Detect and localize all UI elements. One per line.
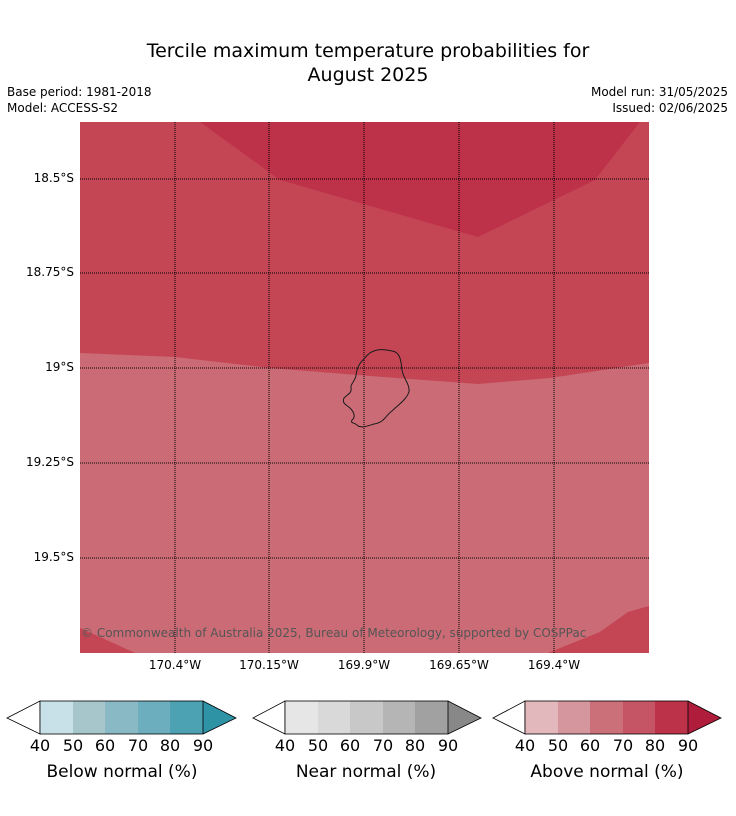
model-run: Model run: 31/05/2025	[590, 85, 728, 99]
legend-below-tick-50: 50	[62, 736, 84, 755]
legend-near-tick-70: 70	[372, 736, 394, 755]
legend-above-tick-50: 50	[547, 736, 569, 755]
legend-near-swatch-2	[318, 701, 350, 734]
legend-above-swatch-1	[525, 701, 558, 734]
legend-above-arrow-frame	[687, 700, 722, 735]
legend-above-swatch-3	[590, 701, 623, 734]
legend-above-high-arrow	[688, 701, 721, 734]
lon-label-169-4: 169.4°W	[527, 658, 581, 672]
lon-label-170-15: 170.15°W	[239, 658, 299, 672]
model-name: Model: ACCESS-S2	[7, 101, 119, 115]
legend-below-frame	[39, 700, 204, 735]
legend-below-swatch-1	[40, 701, 73, 734]
legend-below-normal: 40 50 60 70 80 90 Below normal (%)	[6, 700, 238, 782]
legend-below-swatch-4	[138, 701, 170, 734]
lon-label-169-65: 169.65°W	[429, 658, 489, 672]
legend-above-tick-60: 60	[579, 736, 601, 755]
map-title: Tercile maximum temperature probabilitie…	[0, 39, 736, 87]
legend-bar-near	[252, 700, 482, 735]
legend-below-tick-90: 90	[192, 736, 214, 755]
lon-label-170-4: 170.4°W	[148, 658, 202, 672]
legend-near-tick-80: 80	[404, 736, 426, 755]
legend-bar-above	[492, 700, 722, 735]
legend-near-swatch-5	[415, 701, 448, 734]
copyright-text: © Commonwealth of Australia 2025, Bureau…	[81, 626, 587, 640]
legend-below-tick-70: 70	[127, 736, 149, 755]
map-canvas	[80, 122, 649, 653]
legend-near-frame	[284, 700, 449, 735]
lat-label-19-5: 19.5°S	[33, 550, 74, 564]
legend-above-title: Above normal (%)	[530, 762, 684, 782]
legend-below-swatch-2	[73, 701, 105, 734]
legend-bar-below	[6, 700, 237, 735]
legend-below-swatch-5	[170, 701, 203, 734]
legend-below-tick-60: 60	[94, 736, 116, 755]
graticule	[80, 122, 649, 653]
meta-left: Base period: 1981-2018 Model: ACCESS-S2	[7, 84, 152, 116]
legend-below-title: Below normal (%)	[46, 762, 198, 782]
meta-right: Model run: 31/05/2025 Issued: 02/06/2025	[591, 84, 728, 116]
lat-label-19-25: 19.25°S	[26, 455, 74, 469]
map-area[interactable]: © Commonwealth of Australia 2025, Bureau…	[80, 122, 649, 653]
legend-near-tick-40: 40	[274, 736, 296, 755]
legend-above-normal: 40 50 60 70 80 90 Above normal (%)	[492, 700, 724, 782]
legend-near-arrow-frame	[447, 700, 482, 735]
legend-near-swatch-3	[350, 701, 383, 734]
legend-below-swatch-3	[105, 701, 138, 734]
legend-near-low-arrow	[252, 700, 286, 735]
zone-above-70-80-corner-left	[80, 628, 135, 653]
title-line-1: Tercile maximum temperature probabilitie…	[146, 40, 590, 62]
legend-above-tick-80: 80	[644, 736, 666, 755]
title-line-2: August 2025	[307, 64, 429, 86]
lat-label-18-5: 18.5°S	[33, 171, 74, 185]
legend-near-swatch-1	[285, 701, 318, 734]
legend-above-swatch-5	[655, 701, 688, 734]
legend-above-tick-90: 90	[677, 736, 699, 755]
base-period: Base period: 1981-2018	[7, 85, 152, 99]
legend-near-normal: 40 50 60 70 80 90 Near normal (%)	[252, 700, 484, 782]
lat-label-18-75: 18.75°S	[26, 265, 74, 279]
lat-label-19: 19°S	[45, 360, 74, 374]
legend-near-swatch-4	[383, 701, 415, 734]
legend-near-tick-50: 50	[307, 736, 329, 755]
legend-above-swatch-4	[623, 701, 655, 734]
legend-above-swatch-2	[558, 701, 590, 734]
legend-above-frame	[524, 700, 689, 735]
legend-below-arrow-frame	[202, 700, 237, 735]
legend-above-tick-40: 40	[514, 736, 536, 755]
legend-near-tick-60: 60	[339, 736, 361, 755]
island-outline	[342, 349, 410, 428]
legend-near-title: Near normal (%)	[295, 762, 437, 782]
legend-below-tick-80: 80	[159, 736, 181, 755]
lon-label-169-9: 169.9°W	[337, 658, 391, 672]
issued-date: Issued: 02/06/2025	[612, 101, 728, 115]
legend-above-tick-70: 70	[612, 736, 634, 755]
legend-below-tick-40: 40	[29, 736, 51, 755]
legend-above-low-arrow	[492, 700, 526, 735]
legend-near-tick-90: 90	[437, 736, 459, 755]
legend-below-low-arrow	[6, 700, 41, 735]
legend-near-high-arrow	[448, 701, 481, 734]
zone-above-70-80-corner	[548, 606, 649, 653]
legend-below-high-arrow	[203, 701, 236, 734]
